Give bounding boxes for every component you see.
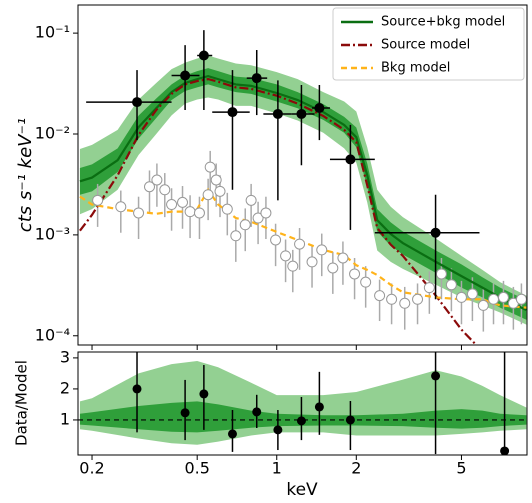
- bkg-point: [270, 234, 282, 246]
- bkg-point: [115, 201, 127, 213]
- ratio-point: [296, 416, 306, 426]
- ratio-point: [132, 384, 142, 394]
- y-tick-label: 10⁻²: [35, 124, 70, 143]
- data-point: [430, 227, 441, 238]
- bkg-point: [477, 299, 489, 311]
- legend-label: Source+bkg model: [381, 15, 505, 30]
- y-tick-label: 10⁻¹: [35, 23, 70, 42]
- bkg-point: [374, 290, 386, 302]
- bkg-point: [193, 207, 205, 219]
- bkg-point: [287, 260, 299, 272]
- ratio-point: [227, 429, 237, 439]
- ratio-point: [180, 408, 190, 418]
- top-plot-area: [79, 30, 527, 345]
- y-axis-label: cts s⁻¹ keV⁻¹: [15, 118, 36, 232]
- axes: cts s⁻¹ keV⁻¹ Data/Model keV 10⁻¹ 10⁻² 10⁻…: [13, 4, 528, 500]
- data-point: [180, 70, 191, 81]
- bkg-point: [455, 291, 467, 303]
- ratio-frame: [77, 351, 528, 456]
- bkg-point: [245, 194, 257, 206]
- bkg-point: [159, 184, 171, 196]
- data-point: [198, 50, 209, 61]
- model-line: [79, 74, 527, 312]
- bkg-point: [423, 282, 435, 294]
- legend-label: Source model: [381, 38, 470, 53]
- bkg-point: [260, 207, 272, 219]
- data-point: [345, 154, 356, 165]
- ratio-point: [314, 402, 324, 412]
- data-point: [132, 97, 143, 108]
- y-tick-label: 1: [60, 409, 70, 428]
- bkg-point: [435, 268, 447, 280]
- bkg-point: [337, 252, 349, 264]
- legend-label: Bkg model: [381, 61, 450, 76]
- x-tick-label: 0.5: [184, 459, 209, 478]
- ratio-plot-area: [78, 352, 527, 455]
- bkg-point: [177, 196, 189, 208]
- bkg-point: [230, 230, 242, 242]
- bkg-point: [360, 276, 372, 288]
- x-axis-label: keV: [286, 480, 318, 500]
- bkg-point: [327, 262, 339, 274]
- ratio-point: [431, 371, 441, 381]
- y-tick-label: 10⁻³: [35, 224, 70, 243]
- bkg-point: [466, 288, 478, 300]
- bkg-point: [166, 199, 178, 211]
- ratio-band: [79, 361, 527, 445]
- bkg-point: [151, 174, 163, 186]
- ratio-point: [345, 415, 355, 425]
- bkg-point: [316, 244, 328, 256]
- legend: Source+bkg model Source model Bkg model: [332, 7, 525, 81]
- ratio-point: [500, 446, 510, 455]
- x-tick-label: 1: [272, 459, 282, 478]
- ratio-point: [273, 425, 283, 435]
- data-point: [272, 108, 283, 119]
- model-band: [79, 68, 527, 320]
- bkg-point: [92, 194, 104, 206]
- y-tick-label: 2: [60, 378, 70, 397]
- bkg-point: [515, 293, 527, 305]
- x-tick-label: 2: [351, 459, 361, 478]
- ratio-y-axis-label: Data/Model: [13, 360, 31, 446]
- bkg-point: [252, 212, 264, 224]
- bkg-point: [133, 207, 145, 219]
- ratio-point: [199, 389, 209, 399]
- y-tick-label: 10⁻⁴: [35, 325, 70, 344]
- bkg-point: [239, 219, 251, 231]
- bkg-point: [306, 256, 318, 268]
- bkg-point: [497, 291, 509, 303]
- bkg-point: [399, 297, 411, 309]
- bkg-point: [202, 189, 214, 201]
- bkg-point: [412, 293, 424, 305]
- bkg-point: [349, 268, 361, 280]
- bkg-point: [221, 203, 233, 215]
- bkg-point: [143, 181, 155, 193]
- top-frame: [77, 4, 528, 346]
- data-point: [251, 73, 262, 84]
- bkg-point: [280, 250, 292, 262]
- bkg-point: [386, 293, 398, 305]
- bkg-point: [445, 279, 457, 291]
- bkg-point: [294, 238, 306, 250]
- data-point: [314, 103, 325, 114]
- bkg-point: [488, 293, 500, 305]
- y-tick-label: 3: [60, 347, 70, 366]
- bkg-point: [210, 174, 222, 186]
- data-point: [296, 108, 307, 119]
- bkg-point: [184, 206, 196, 218]
- x-tick-label: 0.2: [79, 459, 104, 478]
- bkg-point: [204, 161, 216, 173]
- x-tick-label: 5: [456, 459, 466, 478]
- legend-box: [332, 7, 525, 81]
- model-line: [79, 187, 527, 309]
- data-point: [227, 107, 238, 118]
- ratio-point: [252, 407, 262, 417]
- bkg-point: [214, 185, 226, 197]
